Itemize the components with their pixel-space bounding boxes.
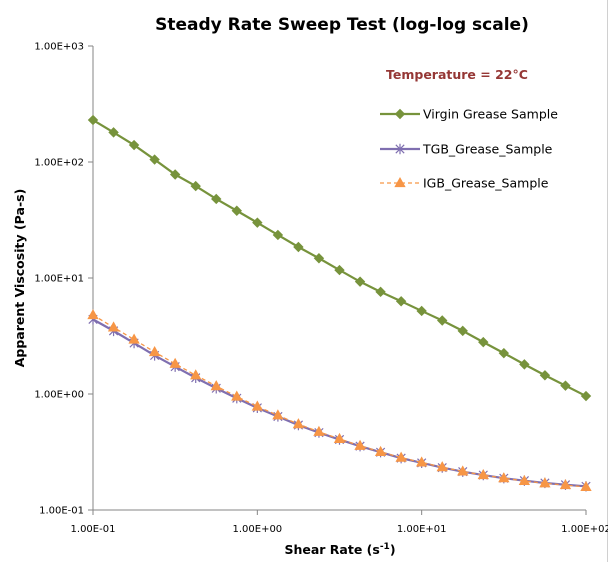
x-tick-group: 1.00E-01 1.00E+00 1.00E+01 1.00E+02 <box>71 510 608 535</box>
series-layer <box>87 114 592 492</box>
data-point <box>210 380 222 391</box>
data-point <box>354 439 366 450</box>
legend-marker <box>395 143 405 155</box>
data-point <box>149 154 160 165</box>
legend-label: IGB_Grease_Sample <box>423 176 549 191</box>
data-point <box>580 480 592 492</box>
legend: Virgin Grease Sample TGB_Grease_Sample IGB… <box>380 107 558 191</box>
data-point <box>354 276 366 287</box>
x-tick-label: 1.00E+00 <box>232 524 282 535</box>
data-point <box>416 456 428 467</box>
data-point <box>128 333 140 344</box>
data-point <box>457 465 469 476</box>
y-tick-label: 1.00E+00 <box>34 390 84 401</box>
series-line <box>92 119 587 398</box>
data-point <box>559 479 572 490</box>
data-point <box>108 127 119 138</box>
data-point <box>334 264 345 276</box>
data-point <box>169 169 181 180</box>
data-point <box>231 390 243 401</box>
legend-item: TGB_Grease_Sample <box>380 142 553 157</box>
data-point <box>374 445 387 456</box>
y-tick-group: 1.00E-01 1.00E+00 1.00E+01 1.00E+02 1.00E+03 <box>34 42 93 517</box>
data-point <box>477 469 489 480</box>
data-point <box>190 180 201 192</box>
legend-item: IGB_Grease_Sample <box>380 176 549 191</box>
temperature-annotation: Temperature = 22°C <box>386 67 528 82</box>
legend-marker <box>394 108 406 120</box>
y-tick-label: 1.00E-01 <box>39 506 84 517</box>
data-point <box>292 418 305 429</box>
data-point <box>580 390 592 402</box>
data-point <box>457 325 468 337</box>
data-point <box>519 359 530 370</box>
data-point <box>107 321 120 332</box>
y-axis-title: Apparent Viscosity (Pa-s) <box>12 189 27 368</box>
data-point <box>169 357 181 368</box>
data-point <box>437 315 448 326</box>
data-point <box>498 472 510 483</box>
series-tgb-grease-sample <box>88 314 591 492</box>
series-line <box>92 314 587 488</box>
series-line <box>92 318 587 488</box>
legend-marker <box>394 176 406 188</box>
data-point <box>560 380 571 391</box>
data-point <box>128 139 140 151</box>
data-point <box>313 253 325 264</box>
data-point <box>539 370 551 381</box>
y-tick-label: 1.00E+02 <box>34 158 84 169</box>
x-axis-title: Shear Rate (s-1) <box>284 542 395 557</box>
y-tick-label: 1.00E+03 <box>34 42 84 53</box>
data-point <box>231 205 242 216</box>
data-point <box>416 305 427 317</box>
series-virgin-grease-sample <box>87 114 592 402</box>
data-point <box>251 400 263 411</box>
data-point <box>375 286 386 298</box>
legend-label: TGB_Grease_Sample <box>422 142 553 157</box>
data-point <box>293 241 304 253</box>
chart-title: Steady Rate Sweep Test (log-log scale) <box>155 15 529 35</box>
data-point <box>395 451 407 462</box>
data-point <box>252 217 263 228</box>
data-point <box>272 409 284 420</box>
legend-item: Virgin Grease Sample <box>380 107 558 122</box>
data-point <box>436 461 448 472</box>
series-igb-grease-sample <box>87 308 592 492</box>
data-point <box>313 425 325 436</box>
data-point <box>87 114 99 126</box>
data-point <box>518 474 531 486</box>
data-point <box>272 229 284 241</box>
data-point <box>498 347 510 359</box>
data-point <box>87 308 99 320</box>
data-point <box>395 296 407 307</box>
data-point <box>539 477 551 488</box>
data-point <box>190 369 202 380</box>
data-point <box>478 336 489 348</box>
x-tick-label: 1.00E+02 <box>561 524 608 535</box>
legend-label: Virgin Grease Sample <box>423 107 558 122</box>
data-point <box>148 346 161 357</box>
x-tick-label: 1.00E-01 <box>71 524 116 535</box>
y-tick-label: 1.00E+01 <box>34 274 84 285</box>
data-point <box>211 193 222 205</box>
x-tick-label: 1.00E+01 <box>397 524 447 535</box>
data-point <box>333 432 346 444</box>
